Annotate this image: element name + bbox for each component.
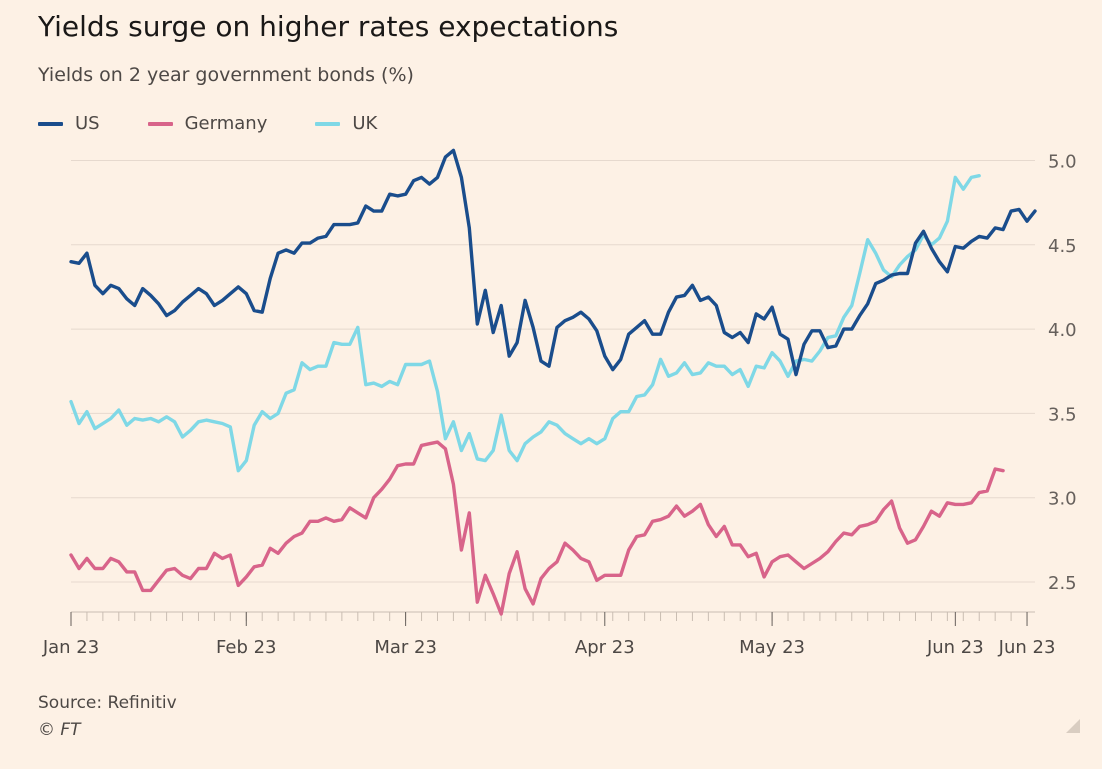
series-line-germany (69, 440, 1005, 616)
chart-title: Yields surge on higher rates expectation… (38, 10, 619, 43)
resize-corner-icon (1066, 719, 1080, 733)
copyright: © FT (38, 720, 81, 740)
y-tick-label: 5.0 (1048, 152, 1077, 173)
legend-label-uk: UK (352, 113, 378, 134)
series-line-uk (69, 174, 981, 473)
source-note: Source: Refinitiv (38, 693, 177, 713)
y-tick-label: 2.5 (1048, 573, 1077, 594)
legend-label-germany: Germany (184, 113, 268, 134)
x-tick-label: May 23 (739, 637, 805, 658)
x-tick-label: Mar 23 (374, 637, 437, 658)
y-tick-label: 4.5 (1048, 236, 1077, 257)
y-tick-label: 3.0 (1048, 489, 1077, 510)
x-tick-label: Apr 23 (575, 637, 635, 658)
chart-subtitle: Yields on 2 year government bonds (%) (38, 64, 414, 86)
y-tick-label: 4.0 (1048, 320, 1077, 341)
legend: US Germany UK (38, 113, 425, 134)
x-tick-label: Jan 23 (42, 637, 99, 658)
y-tick-label: 3.5 (1048, 404, 1077, 425)
series-line-us (69, 148, 1037, 377)
legend-item-germany: Germany (147, 113, 268, 134)
legend-item-us: US (38, 113, 100, 134)
legend-swatch-us (38, 121, 63, 126)
legend-item-uk: UK (315, 113, 377, 134)
x-tick-label: Jun 23 (998, 637, 1056, 658)
x-tick-label: Jun 23 (926, 637, 984, 658)
x-tick-label: Feb 23 (216, 637, 277, 658)
legend-label-us: US (75, 113, 100, 134)
legend-swatch-germany (147, 121, 173, 126)
legend-swatch-uk (315, 121, 341, 126)
